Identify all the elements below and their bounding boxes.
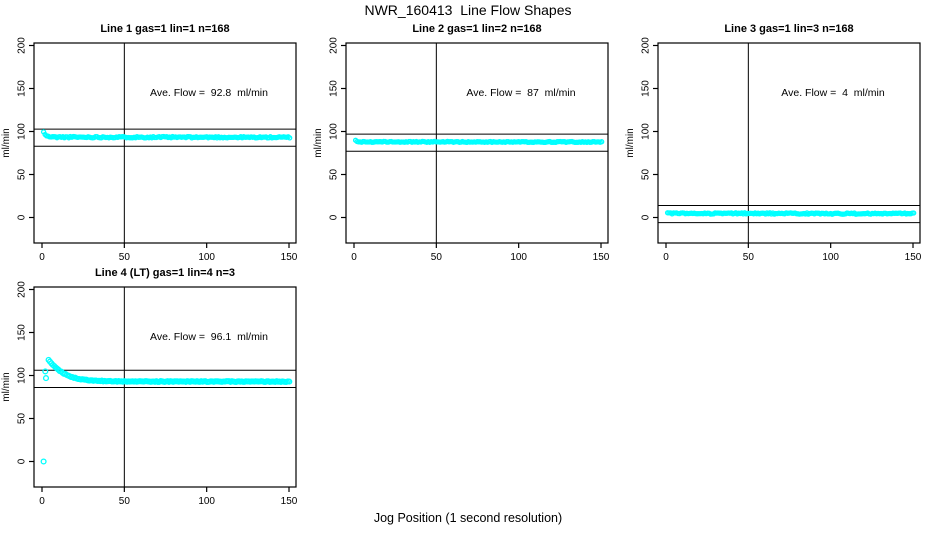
reference-lines xyxy=(34,43,296,243)
y-tick-label: 200 xyxy=(17,37,28,54)
x-tick-label: 100 xyxy=(822,252,839,263)
y-axis: 0 50 100 150 200 ml/min xyxy=(625,37,658,220)
y-tick-label: 50 xyxy=(641,169,652,181)
y-tick-label: 150 xyxy=(17,324,28,341)
panel-title-line-2: Line 2 gas=1 lin=2 n=168 xyxy=(412,23,542,35)
plot-line-3: 0 50 100 150 0 50 100 150 200 ml/min xyxy=(625,37,922,263)
ave-flow-annotation-line-1: Ave. Flow = 92.8 ml/min xyxy=(150,87,268,99)
panel-line-4: 0 50 100 150 0 50 100 150 200 ml/min Line 4 (LT) … xyxy=(0,266,312,516)
y-tick-label: 200 xyxy=(641,37,652,54)
y-tick-label: 150 xyxy=(641,80,652,97)
x-tick-label: 50 xyxy=(119,496,131,507)
scatter-points xyxy=(664,210,917,217)
y-tick-label: 50 xyxy=(329,169,340,181)
y-tick-label: 100 xyxy=(329,123,340,140)
y-tick-label: 200 xyxy=(17,281,28,298)
x-tick-label: 100 xyxy=(198,252,215,263)
ave-flow-annotation-line-3: Ave. Flow = 4 ml/min xyxy=(781,87,885,99)
reference-lines xyxy=(658,43,920,243)
scatter-points xyxy=(352,137,605,146)
plot-line-4: 0 50 100 150 0 50 100 150 200 ml/min xyxy=(1,281,298,507)
x-tick-label: 0 xyxy=(351,252,357,263)
panel-title-line-4: Line 4 (LT) gas=1 lin=4 n=3 xyxy=(94,267,236,279)
plot-line-2: 0 50 100 150 0 50 100 150 200 ml/min xyxy=(313,37,610,263)
plot-box xyxy=(345,42,609,244)
x-tick-label: 150 xyxy=(905,252,922,263)
scatter-points xyxy=(40,129,293,141)
y-tick-label: 0 xyxy=(17,458,28,464)
figure-title: NWR_160413 Line Flow Shapes xyxy=(364,2,572,18)
y-tick-label: 0 xyxy=(329,214,340,220)
y-axis: 0 50 100 150 200 ml/min xyxy=(313,37,346,220)
x-tick-label: 50 xyxy=(119,252,131,263)
y-tick-label: 0 xyxy=(17,214,28,220)
x-tick-label: 50 xyxy=(431,252,443,263)
y-tick-label: 100 xyxy=(17,123,28,140)
y-tick-label: 150 xyxy=(17,80,28,97)
y-axis: 0 50 100 150 200 ml/min xyxy=(1,37,34,220)
y-tick-label: 200 xyxy=(329,37,340,54)
plot-box xyxy=(657,42,921,244)
x-tick-label: 100 xyxy=(198,496,215,507)
x-tick-label: 50 xyxy=(743,252,755,263)
panel-line-3: 0 50 100 150 0 50 100 150 200 ml/min Line 3 gas=1… xyxy=(624,22,936,272)
x-tick-label: 150 xyxy=(281,252,298,263)
x-axis: 0 50 100 150 xyxy=(39,243,298,263)
y-axis: 0 50 100 150 200 ml/min xyxy=(1,281,34,464)
x-axis: 0 50 100 150 xyxy=(39,487,298,507)
x-tick-label: 0 xyxy=(663,252,669,263)
x-axis-title: Jog Position (1 second resolution) xyxy=(373,511,563,525)
x-tick-label: 150 xyxy=(593,252,610,263)
plot-line-1: 0 50 100 150 0 50 100 150 200 ml/min xyxy=(1,37,298,263)
panel-title-line-1: Line 1 gas=1 lin=1 n=168 xyxy=(100,23,230,35)
x-tick-label: 150 xyxy=(281,496,298,507)
panel-line-1: 0 50 100 150 0 50 100 150 200 ml/min Line 1 gas=1… xyxy=(0,22,312,272)
x-tick-label: 0 xyxy=(39,496,45,507)
y-axis-label: ml/min xyxy=(625,128,636,157)
y-tick-label: 150 xyxy=(329,80,340,97)
y-axis-label: ml/min xyxy=(313,128,324,157)
y-tick-label: 50 xyxy=(17,169,28,181)
y-tick-label: 100 xyxy=(641,123,652,140)
plot-box xyxy=(33,42,297,244)
panel-title-line-3: Line 3 gas=1 lin=3 n=168 xyxy=(724,23,854,35)
y-axis-label: ml/min xyxy=(1,128,12,157)
y-tick-label: 100 xyxy=(17,367,28,384)
x-axis: 0 50 100 150 xyxy=(663,243,922,263)
y-axis-label: ml/min xyxy=(1,372,12,401)
plot-box xyxy=(33,286,297,488)
y-tick-label: 0 xyxy=(641,214,652,220)
reference-lines xyxy=(34,287,296,487)
panel-line-2: 0 50 100 150 0 50 100 150 200 ml/min Line 2 gas=1… xyxy=(312,22,624,272)
ave-flow-annotation-line-2: Ave. Flow = 87 ml/min xyxy=(466,87,576,99)
scatter-points xyxy=(40,356,293,465)
ave-flow-annotation-line-4: Ave. Flow = 96.1 ml/min xyxy=(150,331,268,343)
x-tick-label: 0 xyxy=(39,252,45,263)
x-tick-label: 100 xyxy=(510,252,527,263)
y-tick-label: 50 xyxy=(17,413,28,425)
x-axis: 0 50 100 150 xyxy=(351,243,610,263)
